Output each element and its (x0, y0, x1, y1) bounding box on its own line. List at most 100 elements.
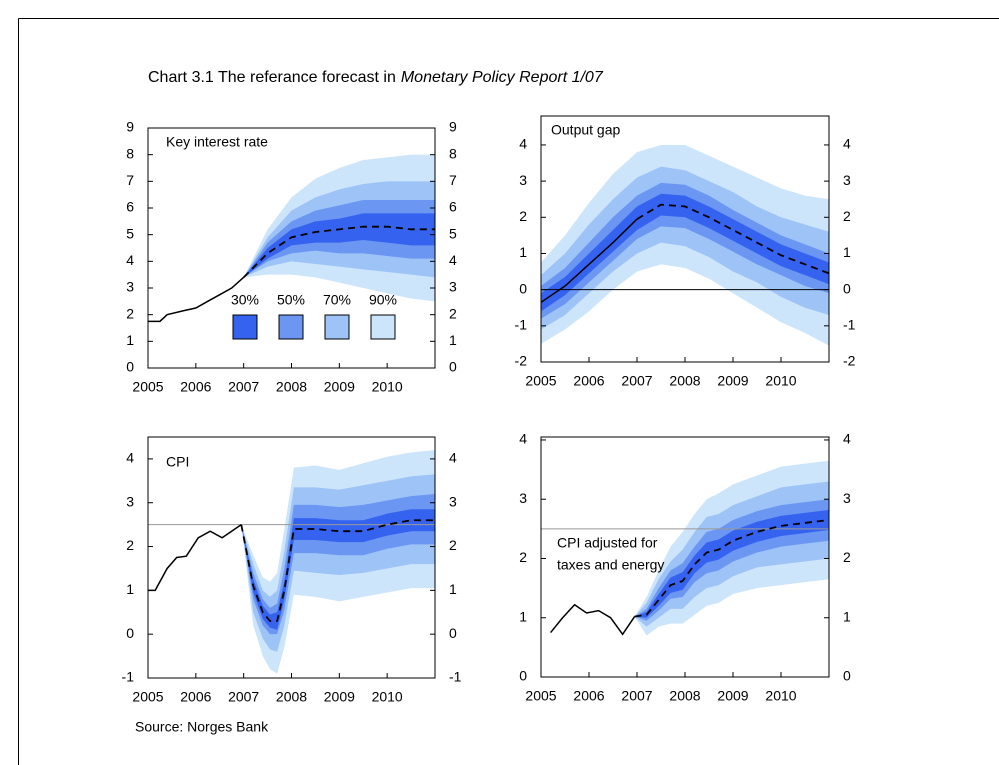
y2-tick-label: 0 (449, 359, 457, 375)
y-tick-label: 5 (126, 225, 134, 241)
y-tick-label: 3 (126, 493, 134, 509)
y-tick-label: 8 (126, 145, 134, 161)
y-tick-label: 4 (126, 252, 134, 268)
fan-band (634, 509, 829, 618)
fan-band (243, 213, 435, 278)
y-tick-label: 0 (519, 668, 527, 684)
y-tick-label: -2 (515, 353, 528, 369)
title-italic: Monetary Policy Report 1/07 (401, 69, 604, 86)
y2-tick-label: -1 (843, 317, 856, 333)
source: Source: Norges Bank (135, 719, 269, 735)
y2-tick-label: 4 (843, 431, 851, 447)
y2-tick-label: 5 (449, 225, 457, 241)
x-tick-label: 2007 (228, 379, 259, 395)
x-tick-label: 2006 (573, 373, 604, 389)
legend-label: 90% (369, 292, 397, 308)
y-tick-label: 6 (126, 199, 134, 215)
y2-tick-label: 3 (449, 279, 457, 295)
y-tick-label: 2 (126, 305, 134, 321)
panel-title: Output gap (551, 122, 620, 138)
y-tick-label: 3 (519, 490, 527, 506)
history-line (148, 524, 242, 592)
y2-tick-label: 2 (843, 549, 851, 565)
x-tick-label: 2005 (132, 689, 163, 705)
y2-tick-label: 6 (449, 199, 457, 215)
y-tick-label: 3 (126, 279, 134, 295)
y2-tick-label: 3 (843, 172, 851, 188)
y2-tick-label: 3 (449, 493, 457, 509)
x-tick-label: 2010 (765, 373, 796, 389)
y2-tick-label: 7 (449, 172, 457, 188)
page-title: Chart 3.1 The referance forecast in Monet… (148, 69, 604, 86)
y-tick-label: -1 (122, 669, 135, 685)
y2-tick-label: 8 (449, 145, 457, 161)
x-tick-label: 2006 (180, 379, 211, 395)
y2-tick-label: 0 (843, 668, 851, 684)
x-tick-label: 2008 (669, 373, 700, 389)
panel-title: taxes and energy (557, 557, 664, 573)
y-tick-label: 1 (519, 244, 527, 260)
y2-tick-label: 1 (449, 581, 457, 597)
y-tick-label: 1 (126, 332, 134, 348)
y2-tick-label: 4 (449, 252, 457, 268)
x-tick-label: 2009 (324, 689, 355, 705)
y-tick-label: 2 (126, 537, 134, 553)
history-line (148, 276, 245, 323)
y2-tick-label: 0 (843, 280, 851, 296)
y-tick-label: 4 (519, 431, 527, 447)
y-tick-label: -1 (515, 317, 528, 333)
y2-tick-label: 1 (843, 244, 851, 260)
panel-title: CPI adjusted for (557, 535, 658, 551)
y-tick-label: 1 (126, 581, 134, 597)
title-text: Chart 3.1 The referance forecast in (148, 69, 396, 86)
history-line (540, 218, 638, 303)
x-tick-label: 2009 (717, 688, 748, 704)
x-tick-label: 2005 (525, 688, 556, 704)
x-tick-label: 2007 (228, 689, 259, 705)
median-line (243, 225, 435, 278)
fan-band (541, 193, 829, 312)
panel-title: CPI (166, 454, 189, 470)
x-tick-label: 2007 (621, 688, 652, 704)
y2-tick-label: 1 (843, 608, 851, 624)
y-tick-label: 0 (519, 280, 527, 296)
median-line (634, 519, 830, 618)
x-tick-label: 2005 (525, 373, 556, 389)
x-tick-label: 2008 (276, 689, 307, 705)
y2-tick-label: 4 (449, 450, 457, 466)
y-tick-label: 3 (519, 172, 527, 188)
y2-tick-label: 2 (449, 537, 457, 553)
y2-tick-label: 2 (843, 208, 851, 224)
panel-title: Key interest rate (166, 134, 268, 150)
x-tick-label: 2005 (132, 379, 163, 395)
x-tick-label: 2006 (573, 688, 604, 704)
median-line (636, 203, 830, 275)
legend-label: 70% (323, 292, 351, 308)
x-tick-label: 2006 (180, 689, 211, 705)
y2-tick-label: -2 (843, 353, 856, 369)
legend-swatch (278, 314, 304, 340)
x-tick-label: 2010 (372, 379, 403, 395)
x-tick-label: 2009 (717, 373, 748, 389)
x-tick-label: 2010 (765, 688, 796, 704)
fan-band (541, 166, 829, 330)
history-line (550, 603, 636, 636)
y2-tick-label: 9 (449, 119, 457, 135)
y-tick-label: 4 (126, 450, 134, 466)
y-tick-label: 0 (126, 625, 134, 641)
legend-swatch (232, 314, 258, 340)
y2-tick-label: -1 (449, 669, 462, 685)
y2-tick-label: 2 (449, 305, 457, 321)
x-tick-label: 2008 (669, 688, 700, 704)
x-tick-label: 2009 (324, 379, 355, 395)
x-tick-label: 2007 (621, 373, 652, 389)
y-tick-label: 4 (519, 136, 527, 152)
y2-tick-label: 1 (449, 332, 457, 348)
y-tick-label: 0 (126, 359, 134, 375)
median-line (240, 519, 435, 622)
y-tick-label: 7 (126, 172, 134, 188)
y-tick-label: 2 (519, 208, 527, 224)
x-tick-label: 2008 (276, 379, 307, 395)
